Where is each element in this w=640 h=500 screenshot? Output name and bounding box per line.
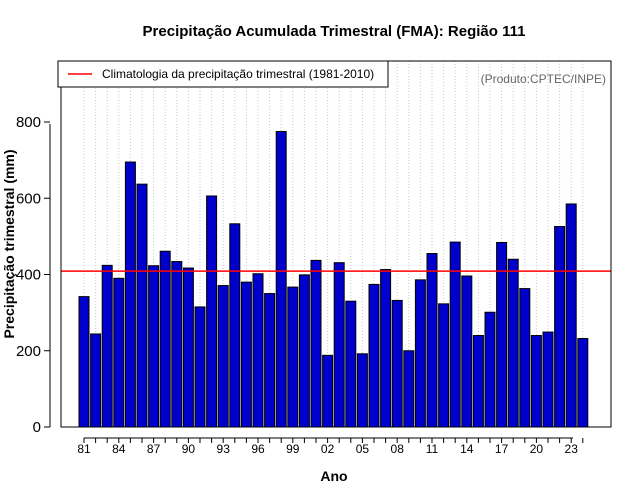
x-tick-label-90: 90 bbox=[182, 442, 196, 456]
bar-13 bbox=[449, 241, 461, 428]
bar-95 bbox=[240, 281, 252, 428]
bar-83 bbox=[101, 264, 113, 428]
x-tick-label-81: 81 bbox=[77, 442, 91, 456]
bar-94 bbox=[229, 223, 241, 428]
x-axis: 81 84 87 90 93 96 99 02 05 08 11 14 17 20 23 bbox=[77, 437, 584, 456]
bar-10 bbox=[414, 279, 426, 428]
bar-11 bbox=[426, 253, 438, 428]
bar-98 bbox=[275, 131, 287, 428]
x-tick-label-02: 02 bbox=[321, 442, 335, 456]
x-tick-label-05: 05 bbox=[356, 442, 370, 456]
bar-19 bbox=[519, 288, 531, 428]
bar-18 bbox=[507, 258, 519, 428]
legend-label: Climatologia da precipitação trimestral … bbox=[102, 67, 374, 81]
x-tick-label-93: 93 bbox=[217, 442, 231, 456]
x-tick-label-87: 87 bbox=[147, 442, 161, 456]
y-tick-label-800: 800 bbox=[16, 114, 41, 131]
bars bbox=[78, 131, 589, 428]
bar-15 bbox=[472, 335, 484, 428]
bar-84 bbox=[113, 277, 125, 428]
x-tick-label-84: 84 bbox=[112, 442, 126, 456]
bar-22 bbox=[554, 225, 566, 428]
bar-02 bbox=[322, 354, 334, 428]
bar-07 bbox=[380, 269, 392, 428]
bar-09 bbox=[403, 350, 415, 428]
x-tick-label-96: 96 bbox=[251, 442, 265, 456]
y-tick-label-600: 600 bbox=[16, 190, 41, 207]
x-tick-label-20: 20 bbox=[530, 442, 544, 456]
bar-87 bbox=[148, 265, 160, 428]
bar-03 bbox=[333, 262, 345, 428]
bar-93 bbox=[217, 285, 229, 428]
y-tick-label-200: 200 bbox=[16, 343, 41, 360]
bar-05 bbox=[356, 353, 368, 428]
bar-04 bbox=[345, 300, 357, 428]
x-tick-label-17: 17 bbox=[495, 442, 509, 456]
bar-92 bbox=[206, 195, 218, 428]
bar-97 bbox=[264, 293, 276, 428]
x-tick-label-14: 14 bbox=[460, 442, 474, 456]
x-tick-label-11: 11 bbox=[426, 442, 439, 456]
bar-17 bbox=[496, 241, 508, 428]
bar-16 bbox=[484, 311, 496, 428]
bar-00 bbox=[298, 274, 310, 428]
bar-82 bbox=[90, 333, 102, 428]
y-tick-label-0: 0 bbox=[33, 419, 41, 436]
source-note: (Produto:CPTEC/INPE) bbox=[481, 72, 606, 86]
bar-88 bbox=[159, 250, 171, 428]
bar-20 bbox=[530, 335, 542, 428]
bar-89 bbox=[171, 261, 183, 428]
bar-01 bbox=[310, 259, 322, 428]
bar-96 bbox=[252, 273, 264, 428]
bar-14 bbox=[461, 275, 473, 428]
y-axis-title: Precipitação trimestral (mm) bbox=[1, 149, 17, 338]
bar-08 bbox=[391, 299, 403, 428]
x-tick-label-23: 23 bbox=[565, 442, 579, 456]
bar-81 bbox=[78, 296, 90, 428]
y-axis: 0 200 400 600 800 bbox=[16, 114, 51, 436]
bar-12 bbox=[438, 303, 450, 428]
x-tick-label-99: 99 bbox=[286, 442, 300, 456]
x-axis-title: Ano bbox=[320, 468, 347, 484]
x-tick-label-08: 08 bbox=[391, 442, 405, 456]
bar-90 bbox=[182, 267, 194, 428]
y-tick-label-400: 400 bbox=[16, 267, 41, 284]
legend: Climatologia da precipitação trimestral … bbox=[57, 60, 389, 88]
chart-title: Precipitação Acumulada Trimestral (FMA):… bbox=[143, 23, 526, 40]
bar-23 bbox=[565, 203, 577, 428]
bar-24 bbox=[577, 338, 589, 428]
legend-box bbox=[57, 60, 389, 88]
bar-85 bbox=[124, 161, 136, 428]
bar-21 bbox=[542, 331, 554, 428]
bar-06 bbox=[368, 283, 380, 428]
bar-99 bbox=[287, 286, 299, 428]
bar-86 bbox=[136, 183, 148, 428]
bar-91 bbox=[194, 306, 206, 428]
